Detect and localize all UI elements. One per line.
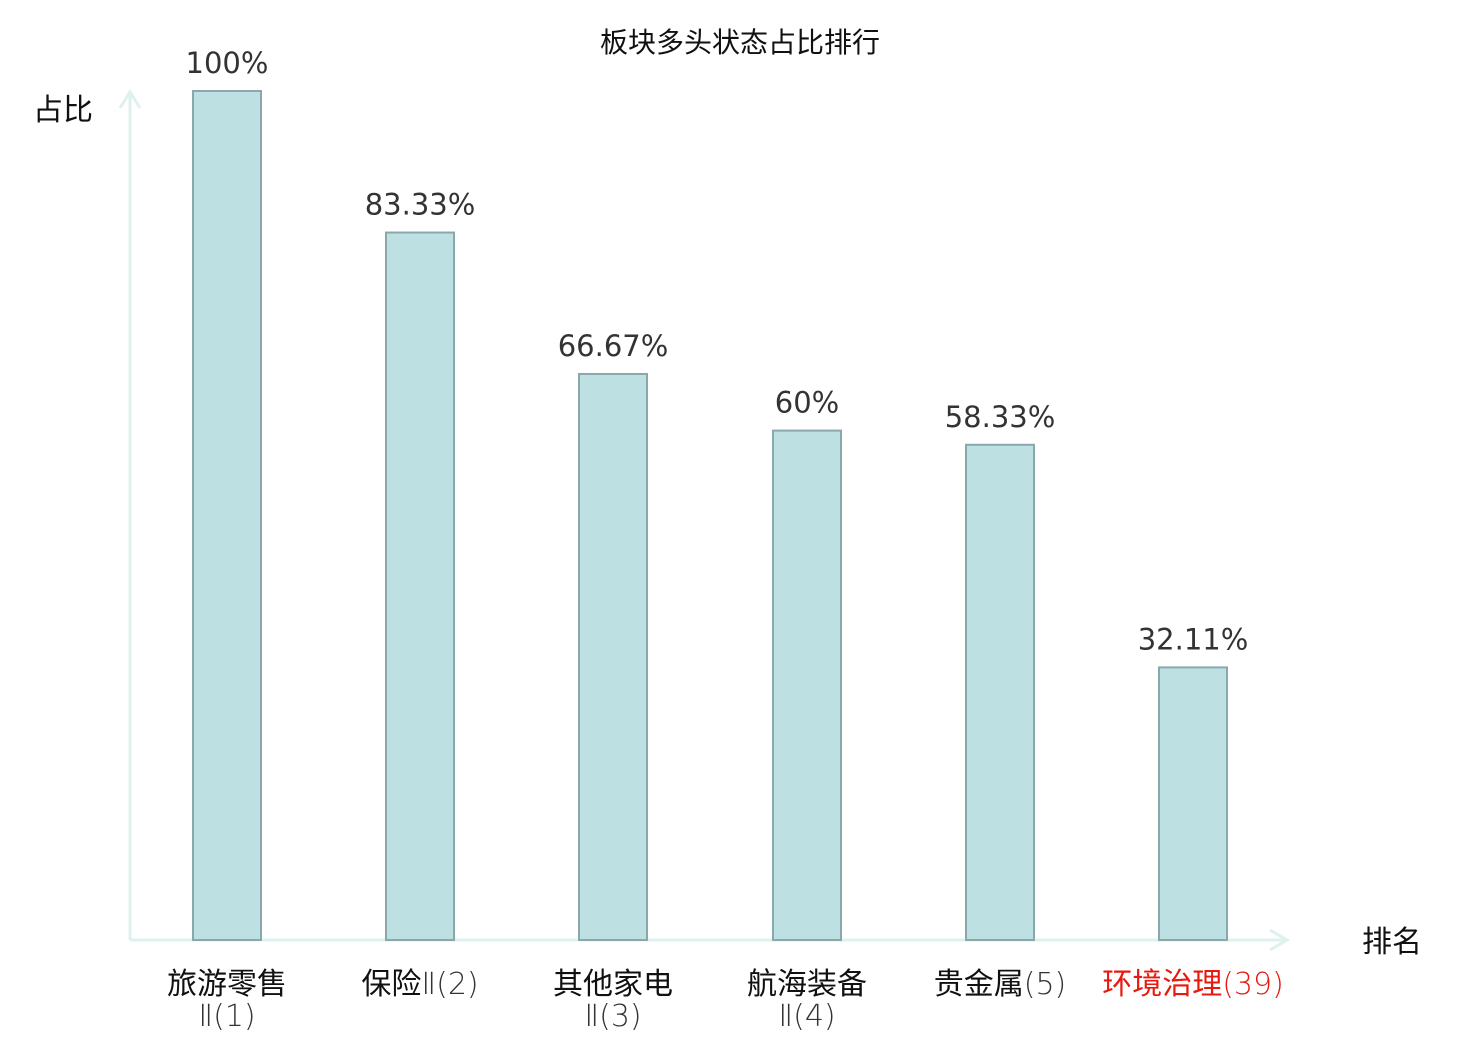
category-rank: Ⅱ(1) bbox=[198, 999, 255, 1034]
category-label: 环境治理(39) bbox=[1102, 967, 1284, 1002]
category-name: 旅游零售 bbox=[167, 967, 287, 1002]
category-label: 保险Ⅱ(2) bbox=[361, 967, 478, 1002]
bar bbox=[965, 443, 1035, 941]
category-name: 航海装备 bbox=[747, 967, 867, 1002]
value-label: 32.11% bbox=[1138, 622, 1249, 656]
category-name: 保险 bbox=[361, 967, 421, 1002]
bar bbox=[1158, 666, 1228, 941]
x-axis-arrow bbox=[1269, 928, 1290, 952]
bar bbox=[772, 429, 842, 941]
category-rank: Ⅱ(2) bbox=[421, 967, 478, 1002]
value-label: 83.33% bbox=[365, 188, 476, 222]
svg-text:贵金属(5): 贵金属(5) bbox=[934, 967, 1067, 1002]
category-rank: (5) bbox=[1024, 967, 1067, 1002]
category-label: 贵金属(5) bbox=[934, 967, 1067, 1002]
chart-title: 板块多头状态占比排行 bbox=[600, 26, 880, 59]
category-rank: Ⅱ(4) bbox=[778, 999, 835, 1034]
x-axis-label: 排名 bbox=[1362, 925, 1422, 960]
bar bbox=[192, 90, 262, 941]
value-label: 66.67% bbox=[558, 329, 669, 363]
y-axis-label: 占比 bbox=[33, 93, 93, 128]
value-label: 58.33% bbox=[945, 400, 1056, 434]
svg-text:环境治理(39): 环境治理(39) bbox=[1102, 967, 1284, 1002]
category-name: 环境治理 bbox=[1102, 967, 1222, 1002]
svg-text:保险Ⅱ(2): 保险Ⅱ(2) bbox=[361, 967, 478, 1002]
value-label: 100% bbox=[186, 46, 269, 80]
category-rank: (39) bbox=[1222, 967, 1284, 1002]
value-label: 60% bbox=[775, 386, 839, 420]
bar bbox=[578, 372, 648, 942]
category-name: 其他家电 bbox=[553, 967, 673, 1002]
bar bbox=[385, 231, 455, 941]
y-axis-arrow bbox=[118, 89, 142, 109]
category-name: 贵金属 bbox=[934, 967, 1024, 1002]
category-rank: Ⅱ(3) bbox=[584, 999, 641, 1034]
